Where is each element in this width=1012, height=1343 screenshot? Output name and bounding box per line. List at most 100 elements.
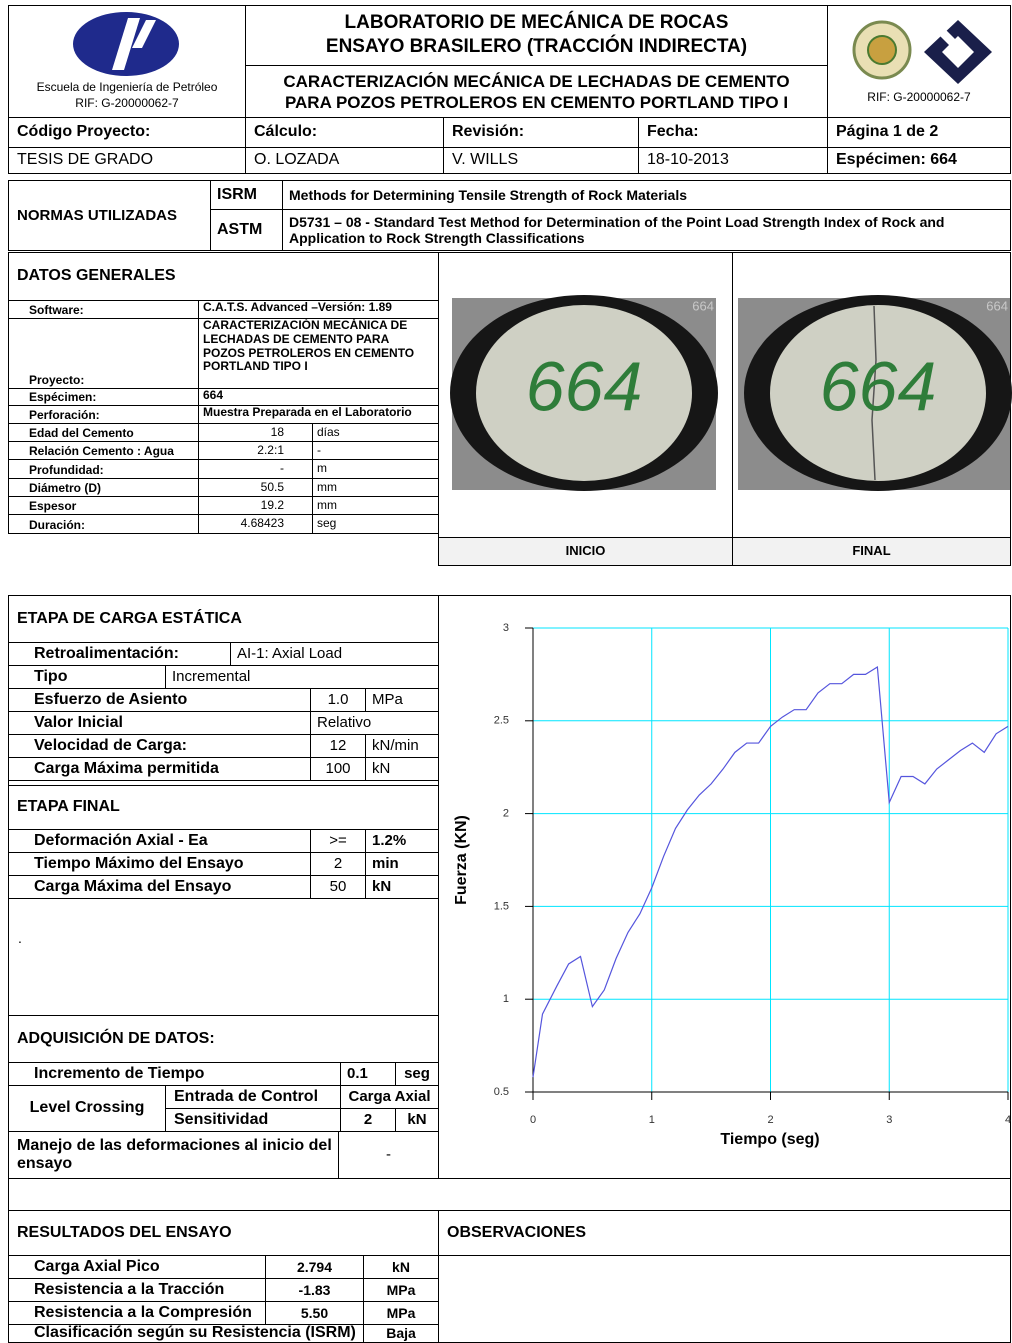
cell-text: MPa xyxy=(365,688,439,712)
cell-text: Level Crossing xyxy=(8,1085,166,1132)
cell-text: mm xyxy=(312,478,439,497)
cell-text: ENSAYO BRASILERO (TRACCIÓN INDIRECTA) xyxy=(325,35,748,57)
cell-text: Carga Máxima permitida xyxy=(8,757,311,781)
cell-text: PARA POZOS PETROLEROS EN CEMENTO PORTLAN… xyxy=(284,92,789,112)
cell-text: Tipo xyxy=(8,665,166,689)
cell-text: RIF: G-20000062-7 xyxy=(75,95,179,110)
cell-text: -1.83 xyxy=(265,1278,364,1302)
cell-text: Página 1 de 2 xyxy=(827,117,1011,148)
cell-text: 2 xyxy=(340,1108,396,1132)
cell-text: ETAPA FINAL xyxy=(8,785,439,830)
cell-text: Revisión: xyxy=(443,117,639,148)
cell-text: RIF: G-20000062-7 xyxy=(867,89,971,104)
cell-text: 12 xyxy=(310,734,366,758)
cell-text: kN xyxy=(363,1255,439,1279)
cell-text: Clasificación según su Resistencia (ISRM… xyxy=(8,1324,364,1343)
cell-text: kN/min xyxy=(365,734,439,758)
cell-text: kN xyxy=(365,875,439,899)
cell-text: Profundidad: xyxy=(8,459,199,479)
cell-text: Cálculo: xyxy=(245,117,444,148)
cell-text: kN xyxy=(395,1108,439,1132)
cell-text: C.A.T.S. Advanced –Versión: 1.89 xyxy=(198,300,439,319)
cell-text: Incremento de Tiempo xyxy=(8,1062,341,1086)
cell-text: 2 xyxy=(310,852,366,876)
cell-text: Espécimen: xyxy=(8,388,199,406)
cell-text: kN xyxy=(365,757,439,781)
cell-text: MPa xyxy=(363,1301,439,1325)
cell-text: Espécimen: 664 xyxy=(827,147,1011,174)
cell-text: Muestra Preparada en el Laboratorio xyxy=(198,405,439,424)
cell-text: V. WILLS xyxy=(443,147,639,174)
cell-text: Escuela de Ingeniería de Petróleo xyxy=(36,79,218,94)
cell-text: 18-10-2013 xyxy=(638,147,828,174)
cell-text: seg xyxy=(312,514,439,534)
cell-text: LABORATORIO DE MECÁNICA DE ROCAS xyxy=(344,11,729,33)
spacer-band xyxy=(8,1178,1011,1211)
cell-text: Methods for Determining Tensile Strength… xyxy=(282,180,1011,210)
cell-text: ADQUISICIÓN DE DATOS: xyxy=(8,1015,439,1063)
cell-text: 0.1 xyxy=(340,1062,396,1086)
cell-text: FINAL xyxy=(732,537,1011,566)
cell-text: días xyxy=(312,423,439,442)
cell-text: ETAPA DE CARGA ESTÁTICA xyxy=(8,595,439,643)
observations-area xyxy=(438,1255,1011,1343)
cell-text: Incremental xyxy=(165,665,439,689)
cell-text: 1.2% xyxy=(365,829,439,853)
cell-text: Retroalimentación: xyxy=(8,642,231,666)
cell-text: ISRM xyxy=(210,180,283,210)
cell-text: Diámetro (D) xyxy=(8,478,199,497)
cell-text: . xyxy=(18,930,22,947)
cell-text: Deformación Axial - Ea xyxy=(8,829,311,853)
cell-text: Código Proyecto: xyxy=(8,117,246,148)
cell-text: 19.2 xyxy=(198,496,313,515)
cell-text: Tiempo Máximo del Ensayo xyxy=(8,852,311,876)
cell-text: Carga Axial Pico xyxy=(8,1255,266,1279)
cell-text: Duración: xyxy=(8,514,199,534)
cell-text: 50.5 xyxy=(198,478,313,497)
cell-text: Velocidad de Carga: xyxy=(8,734,311,758)
cell-text: Resistencia a la Compresión xyxy=(8,1301,266,1325)
cell-text: TESIS DE GRADO xyxy=(8,147,246,174)
cell-text: 5.50 xyxy=(265,1301,364,1325)
photo-divider xyxy=(438,252,733,538)
cell-text: - xyxy=(338,1131,439,1179)
cell-text: ASTM xyxy=(210,209,283,251)
cell-text: Fecha: xyxy=(638,117,828,148)
cell-text: 50 xyxy=(310,875,366,899)
cell-text: Perforación: xyxy=(8,405,199,424)
cell-text: 4.68423 xyxy=(198,514,313,534)
cell-text: INICIO xyxy=(438,537,733,566)
cell-text: 100 xyxy=(310,757,366,781)
cell-text: Edad del Cemento xyxy=(8,423,199,442)
cell-text: seg xyxy=(395,1062,439,1086)
cell-text: O. LOZADA xyxy=(245,147,444,174)
cell-text: NORMAS UTILIZADAS xyxy=(8,180,211,251)
cell-text: mm xyxy=(312,496,439,515)
cell-text: 2.794 xyxy=(265,1255,364,1279)
cell-text: Baja xyxy=(363,1324,439,1343)
cell-text: Esfuerzo de Asiento xyxy=(8,688,311,712)
chart-panel xyxy=(438,595,1011,1179)
cell-text: Entrada de Control xyxy=(165,1085,341,1109)
cell-text: Resistencia a la Tracción xyxy=(8,1278,266,1302)
cell-text: 2.2:1 xyxy=(198,441,313,460)
cell-text: Sensitividad xyxy=(165,1108,341,1132)
cell-text: Carga Axial xyxy=(340,1085,439,1109)
cell-text: m xyxy=(312,459,439,479)
cell-text: Valor Inicial xyxy=(8,711,311,735)
cell-text: 18 xyxy=(198,423,313,442)
cell-text: 1.0 xyxy=(310,688,366,712)
cell-text: Manejo de las deformaciones al inicio de… xyxy=(8,1131,339,1179)
cell-text: D5731 – 08 - Standard Test Method for De… xyxy=(282,209,1011,251)
cell-text: RESULTADOS DEL ENSAYO xyxy=(8,1210,439,1256)
cell-text: CARACTERIZACIÓN MECÁNICA DE LECHADAS DE … xyxy=(198,318,439,389)
cell-text: CARACTERIZACIÓN MECÁNICA DE LECHADAS DE … xyxy=(283,71,790,91)
cell-text: min xyxy=(365,852,439,876)
cell-text: - xyxy=(198,459,313,479)
cell-text: Proyecto: xyxy=(8,318,199,389)
cell-text: Software: xyxy=(8,300,199,319)
cell-text: Relativo xyxy=(310,711,439,735)
cell-text: AI-1: Axial Load xyxy=(230,642,439,666)
cell-text: - xyxy=(312,441,439,460)
